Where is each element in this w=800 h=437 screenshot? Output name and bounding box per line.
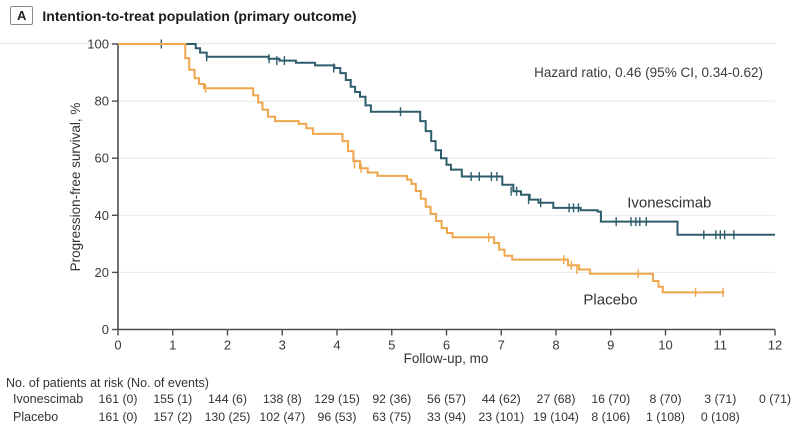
gridlines (118, 100, 775, 273)
risk-value: 23 (101) (478, 410, 525, 424)
risk-value: 144 (6) (208, 392, 247, 406)
risk-value: 96 (53) (317, 410, 357, 424)
y-tick-label: 100 (87, 37, 109, 52)
risk-value: 8 (70) (649, 392, 682, 406)
survival-curves (118, 39, 775, 297)
x-tick-label: 10 (658, 338, 672, 353)
curve-label-placebo: Placebo (583, 292, 637, 309)
survival-curve-ivonescimab (118, 43, 775, 236)
risk-value: 155 (1) (153, 392, 193, 406)
x-tick-label: 6 (443, 338, 450, 353)
y-tick-label: 0 (102, 322, 109, 337)
risk-row-label-placebo: Placebo (13, 410, 59, 424)
risk-value: 19 (104) (533, 410, 579, 424)
risk-value: 33 (94) (427, 410, 466, 424)
risk-value: 161 (0) (98, 410, 138, 424)
x-tick-label: 8 (552, 338, 559, 353)
hazard-ratio-annotation: Hazard ratio, 0.46 (95% CI, 0.34-0.62) (534, 65, 763, 80)
x-tick-label: 0 (114, 338, 121, 353)
risk-value: 129 (15) (314, 392, 360, 406)
risk-value: 44 (62) (481, 392, 521, 406)
risk-value: 8 (106) (591, 410, 631, 424)
risk-value: 0 (71) (758, 392, 792, 406)
x-tick-label: 2 (224, 338, 231, 353)
risk-value: 16 (70) (591, 392, 631, 406)
risk-value: 3 (71) (704, 392, 737, 406)
x-tick-label: 1 (169, 338, 176, 353)
risk-table-header: No. of patients at risk (No. of events) (6, 376, 209, 390)
x-tick-label: 11 (714, 338, 728, 353)
panel-title: A Intention-to-treat population (primary… (10, 6, 357, 25)
risk-value: 157 (2) (153, 410, 193, 424)
x-tick-label: 4 (333, 338, 340, 353)
y-tick-label: 80 (95, 94, 109, 109)
y-tick-label: 60 (95, 151, 109, 166)
x-tick-label: 3 (279, 338, 286, 353)
risk-value: 0 (108) (700, 410, 740, 424)
x-axis-label: Follow-up, mo (404, 351, 489, 366)
risk-value: 138 (8) (262, 392, 302, 406)
curve-label-ivonescimab: Ivonescimab (627, 194, 711, 211)
risk-value: 92 (36) (372, 392, 412, 406)
x-tick-label: 7 (498, 338, 505, 353)
panel-letter-badge: A (10, 6, 34, 25)
x-tick-label: 12 (768, 338, 782, 353)
risk-value: 56 (57) (427, 392, 466, 406)
risk-value: 63 (75) (372, 410, 412, 424)
risk-value: 102 (47) (259, 410, 306, 424)
risk-value: 161 (0) (98, 392, 138, 406)
risk-value: 130 (25) (204, 410, 251, 424)
panel-title-text: Intention-to-treat population (primary o… (42, 7, 357, 24)
censor-ticks-placebo (204, 83, 724, 297)
survival-curve-placebo (118, 43, 725, 294)
risk-row-label-ivonescimab: Ivonescimab (13, 392, 84, 406)
y-axis-label: Progression-free survival, % (68, 103, 83, 272)
risk-value: 1 (108) (646, 410, 685, 424)
y-tick-label: 20 (95, 265, 109, 280)
risk-value: 27 (68) (536, 392, 576, 406)
x-tick-label: 5 (388, 338, 395, 353)
x-tick-label: 9 (607, 338, 614, 353)
y-tick-label: 40 (95, 208, 109, 223)
